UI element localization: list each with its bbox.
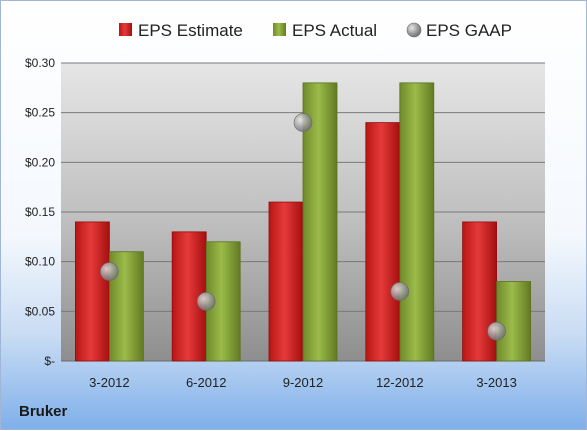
legend-item: EPS Actual [273,21,377,40]
legend-swatch [119,23,132,36]
y-tick-label: $0.05 [25,304,55,318]
legend: EPS Estimate EPS Actual EPS GAAP [119,21,512,40]
legend-label: EPS Actual [292,21,377,40]
x-tick-label: 3-2013 [476,375,516,390]
legend-item: EPS Estimate [119,21,243,40]
legend-label: EPS Estimate [138,21,243,40]
y-tick-label: $0.20 [25,155,55,169]
y-tick-label: $- [44,354,55,368]
y-tick-label: $0.30 [25,56,55,70]
eps-gaap-point-3-2013 [487,321,506,341]
company-name: Bruker [19,403,68,420]
legend-swatch [406,22,422,38]
x-tick-label: 12-2012 [376,375,424,390]
x-tick-label: 6-2012 [186,375,226,390]
y-tick-label: $0.15 [25,205,55,219]
eps-estimate-bar-12-2012 [365,122,401,362]
x-tick-label: 9-2012 [283,375,323,390]
eps-gaap-point-12-2012 [390,282,410,301]
plot-area: $- $0.05 $0.10 $0.15 $0.20 $0.25 $0.30 3-2012 6-… [25,56,545,390]
legend-item: EPS GAAP [406,21,512,40]
eps-estimate-bar-9-2012 [268,201,304,362]
eps-actual-bar-3-2013 [496,281,532,362]
legend-swatch [273,23,286,36]
eps-actual-bar-12-2012 [399,82,435,362]
eps-gaap-point-9-2012 [293,113,313,132]
x-tick-label: 3-2012 [89,375,129,390]
eps-gaap-point-3-2012 [100,262,119,281]
eps-estimate-bar-3-2012 [75,221,110,362]
y-tick-label: $0.10 [25,255,55,269]
y-tick-label: $0.25 [25,106,55,120]
legend-label: EPS GAAP [426,21,512,40]
eps-estimate-bar-3-2013 [462,221,498,362]
eps-gaap-point-6-2012 [196,292,216,311]
